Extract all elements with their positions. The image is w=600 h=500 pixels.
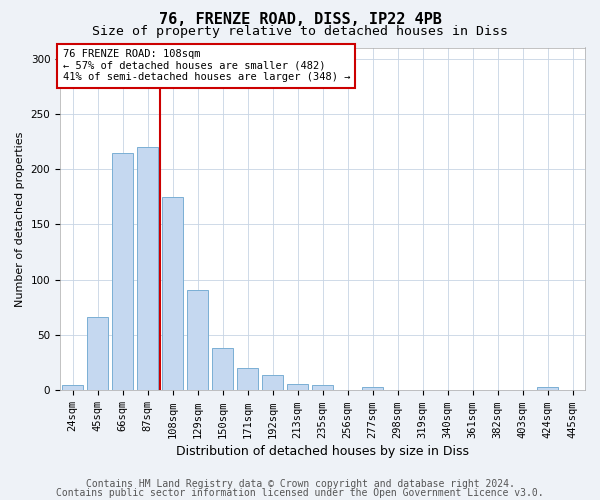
Bar xyxy=(187,290,208,390)
Text: 76 FRENZE ROAD: 108sqm
← 57% of detached houses are smaller (482)
41% of semi-de: 76 FRENZE ROAD: 108sqm ← 57% of detached… xyxy=(62,49,350,82)
Bar xyxy=(262,375,283,390)
Bar xyxy=(62,385,83,390)
Bar xyxy=(137,147,158,390)
Y-axis label: Number of detached properties: Number of detached properties xyxy=(15,131,25,306)
Text: Contains public sector information licensed under the Open Government Licence v3: Contains public sector information licen… xyxy=(56,488,544,498)
Bar xyxy=(287,384,308,390)
X-axis label: Distribution of detached houses by size in Diss: Distribution of detached houses by size … xyxy=(176,444,469,458)
Bar xyxy=(87,318,108,390)
Bar xyxy=(537,387,558,390)
Bar xyxy=(212,348,233,391)
Text: 76, FRENZE ROAD, DISS, IP22 4PB: 76, FRENZE ROAD, DISS, IP22 4PB xyxy=(158,12,442,28)
Bar xyxy=(362,387,383,390)
Bar xyxy=(237,368,258,390)
Bar xyxy=(312,385,333,390)
Bar xyxy=(162,197,183,390)
Text: Size of property relative to detached houses in Diss: Size of property relative to detached ho… xyxy=(92,25,508,38)
Text: Contains HM Land Registry data © Crown copyright and database right 2024.: Contains HM Land Registry data © Crown c… xyxy=(86,479,514,489)
Bar xyxy=(112,152,133,390)
